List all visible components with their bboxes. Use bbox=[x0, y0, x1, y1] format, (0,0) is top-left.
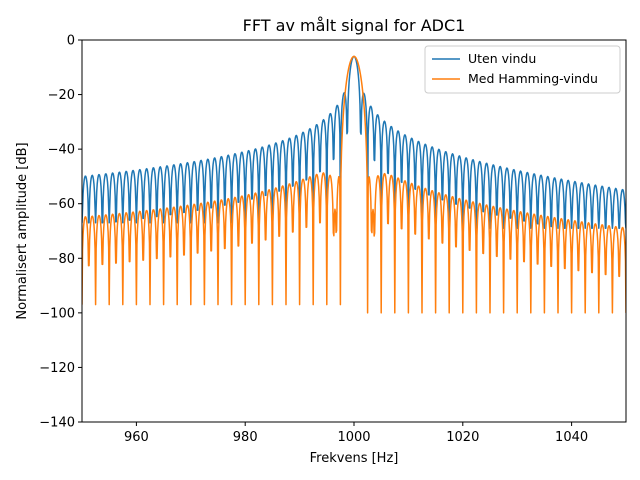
legend-label-med-hamming-vindu: Med Hamming-vindu bbox=[468, 71, 598, 86]
y-tick-label: 0 bbox=[67, 34, 75, 49]
x-tick-label: 1040 bbox=[555, 430, 588, 445]
x-tick-label: 1000 bbox=[337, 430, 370, 445]
x-tick-label: 1020 bbox=[446, 430, 479, 445]
series-line-med-hamming-vindu bbox=[82, 55, 626, 314]
x-axis-ticks: 960 980 1000 1020 1040 bbox=[124, 422, 588, 445]
x-tick-label: 980 bbox=[233, 430, 258, 445]
legend: Uten vindu Med Hamming-vindu bbox=[424, 45, 621, 94]
x-axis-label: Frekvens [Hz] bbox=[310, 451, 399, 466]
y-tick-label: −40 bbox=[48, 143, 75, 158]
y-tick-label: −20 bbox=[48, 88, 75, 103]
plot-area bbox=[82, 40, 626, 422]
y-axis-label: Normalisert amplitude [dB] bbox=[15, 142, 30, 319]
series-layer bbox=[82, 55, 626, 314]
y-axis-ticks: 0 −20 −40 −60 −80 −100 −120 −140 bbox=[39, 34, 82, 431]
y-tick-label: −100 bbox=[39, 306, 75, 321]
y-tick-label: −60 bbox=[48, 197, 75, 212]
x-tick-label: 960 bbox=[124, 430, 149, 445]
y-tick-label: −140 bbox=[39, 416, 75, 431]
legend-box bbox=[424, 45, 621, 94]
y-tick-label: −80 bbox=[48, 252, 75, 267]
legend-label-uten-vindu: Uten vindu bbox=[468, 51, 536, 66]
chart-title: FFT av målt signal for ADC1 bbox=[243, 16, 466, 35]
y-tick-label: −120 bbox=[39, 361, 75, 376]
